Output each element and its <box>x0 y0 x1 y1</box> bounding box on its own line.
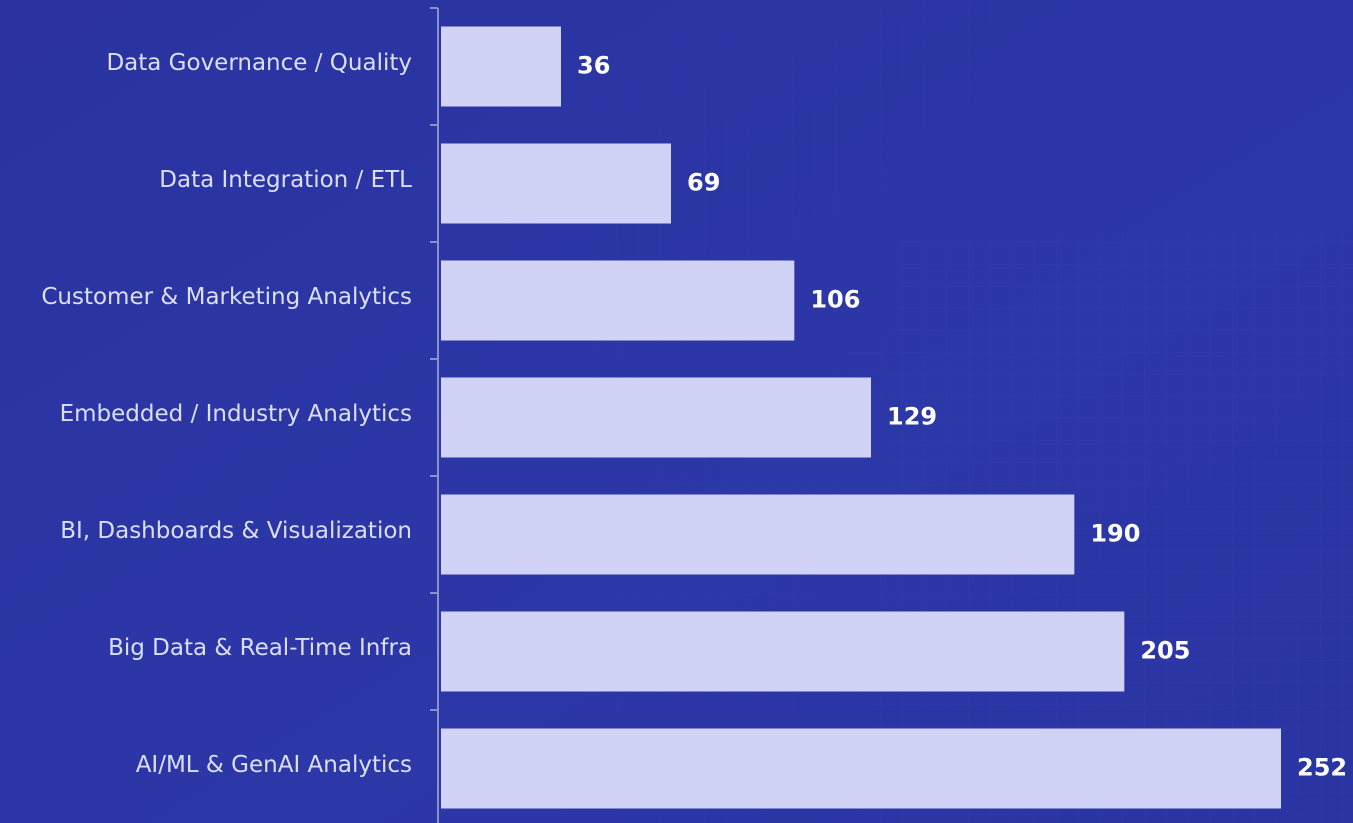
value-label: 106 <box>810 286 860 314</box>
category-label: Customer & Marketing Analytics <box>41 284 412 310</box>
value-label: 69 <box>687 169 720 197</box>
bar <box>441 26 561 107</box>
category-label: Data Governance / Quality <box>106 50 412 76</box>
bar <box>441 143 671 224</box>
category-label: Embedded / Industry Analytics <box>60 401 412 427</box>
category-label: BI, Dashboards & Visualization <box>60 518 412 544</box>
value-label: 129 <box>887 403 937 431</box>
value-label: 36 <box>577 52 610 80</box>
bar <box>441 728 1281 809</box>
category-label: AI/ML & GenAI Analytics <box>136 752 412 778</box>
category-label: Big Data & Real-Time Infra <box>108 635 412 661</box>
value-label: 252 <box>1297 754 1347 782</box>
category-label: Data Integration / ETL <box>159 167 412 193</box>
bar <box>441 260 795 341</box>
value-label: 190 <box>1090 520 1140 548</box>
value-label: 205 <box>1140 637 1190 665</box>
bar <box>441 494 1075 575</box>
bar <box>441 377 871 458</box>
bar <box>441 611 1125 692</box>
